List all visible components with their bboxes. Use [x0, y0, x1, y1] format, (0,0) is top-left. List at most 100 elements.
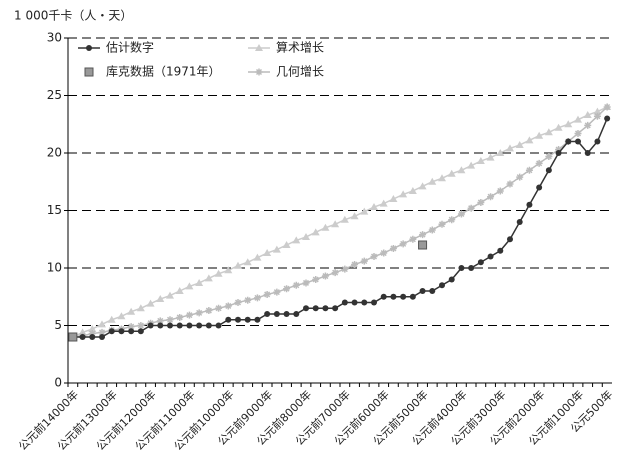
data-point: [555, 150, 562, 156]
data-point: [515, 140, 524, 148]
data-point: [204, 274, 213, 282]
data-point: [419, 231, 427, 239]
legend-entry: 算术增长: [248, 40, 324, 55]
data-point: [584, 121, 592, 129]
data-point: [458, 265, 465, 271]
data-point: [136, 304, 145, 312]
data-point: [243, 258, 252, 266]
data-point: [457, 210, 465, 218]
data-point: [68, 332, 78, 342]
data-point: [244, 316, 251, 323]
data-point: [496, 187, 504, 195]
data-point: [263, 290, 271, 298]
data-point: [389, 244, 397, 252]
data-point: [565, 138, 572, 145]
data-point: [593, 112, 601, 120]
data-point: [486, 153, 495, 161]
data-point: [448, 216, 456, 224]
data-point: [506, 144, 514, 152]
data-point: [428, 226, 436, 234]
data-point: [79, 334, 86, 340]
data-point: [564, 120, 573, 128]
data-point: [196, 322, 203, 329]
data-point: [351, 299, 358, 306]
data-point: [292, 236, 301, 244]
data-point: [575, 138, 581, 145]
data-point: [166, 316, 174, 324]
data-point: [215, 304, 223, 312]
data-point: [156, 295, 165, 303]
legend-marker: [255, 68, 263, 76]
data-point: [127, 323, 135, 331]
data-point: [468, 265, 475, 271]
data-point: [340, 215, 349, 223]
data-point: [516, 219, 523, 225]
data-point: [448, 276, 455, 283]
data-point: [399, 240, 407, 248]
legend-label: 算术增长: [276, 40, 324, 55]
data-point: [467, 161, 476, 169]
data-point: [302, 279, 310, 287]
data-point: [89, 334, 96, 340]
data-point: [408, 186, 417, 194]
data-point: [506, 180, 514, 188]
data-point: [195, 309, 203, 317]
data-point: [167, 322, 173, 329]
data-point: [574, 115, 582, 123]
data-point: [176, 322, 183, 329]
data-point: [399, 190, 408, 198]
data-point: [272, 245, 281, 253]
data-point: [244, 296, 252, 304]
legend-entry: 几何增长: [248, 65, 324, 79]
y-tick-label: 30: [47, 31, 62, 45]
data-point: [234, 261, 242, 269]
data-point: [370, 253, 378, 260]
data-point: [214, 269, 223, 277]
data-point: [439, 282, 445, 289]
data-point: [303, 305, 309, 312]
data-point: [496, 149, 505, 156]
data-point: [127, 307, 136, 315]
data-point: [331, 269, 339, 277]
data-point: [282, 241, 291, 248]
data-point: [545, 167, 552, 174]
data-point: [594, 138, 601, 145]
data-point: [467, 204, 475, 212]
data-point: [99, 334, 105, 340]
data-point: [419, 288, 426, 294]
data-point: [185, 282, 194, 290]
data-point: [477, 198, 485, 206]
data-point: [147, 322, 154, 329]
data-point: [487, 253, 494, 260]
data-point: [253, 253, 262, 261]
data-point: [389, 195, 398, 202]
data-point: [447, 169, 456, 177]
data-point: [526, 201, 533, 208]
legend-entry: 估计数字: [78, 40, 154, 55]
data-point: [166, 291, 174, 299]
data-point: [175, 287, 184, 294]
data-point: [137, 322, 145, 329]
data-point: [507, 236, 513, 243]
data-point: [428, 177, 437, 185]
y-tick-label: 15: [47, 203, 62, 217]
data-point: [429, 288, 436, 294]
data-point: [302, 232, 310, 240]
y-tick-label: 0: [54, 376, 62, 390]
data-point: [584, 150, 591, 156]
data-point: [370, 203, 378, 211]
data-point: [273, 288, 281, 296]
data-point: [263, 249, 272, 257]
data-point: [379, 199, 388, 207]
data-point: [361, 299, 368, 306]
data-point: [477, 259, 484, 266]
data-point: [331, 220, 340, 228]
data-point: [88, 324, 97, 332]
data-point: [583, 111, 592, 119]
data-point: [555, 146, 563, 154]
data-point: [224, 266, 233, 274]
data-point: [438, 220, 446, 228]
data-point: [418, 182, 427, 190]
y-tick-label: 25: [47, 88, 62, 102]
legend-marker: [84, 67, 94, 77]
